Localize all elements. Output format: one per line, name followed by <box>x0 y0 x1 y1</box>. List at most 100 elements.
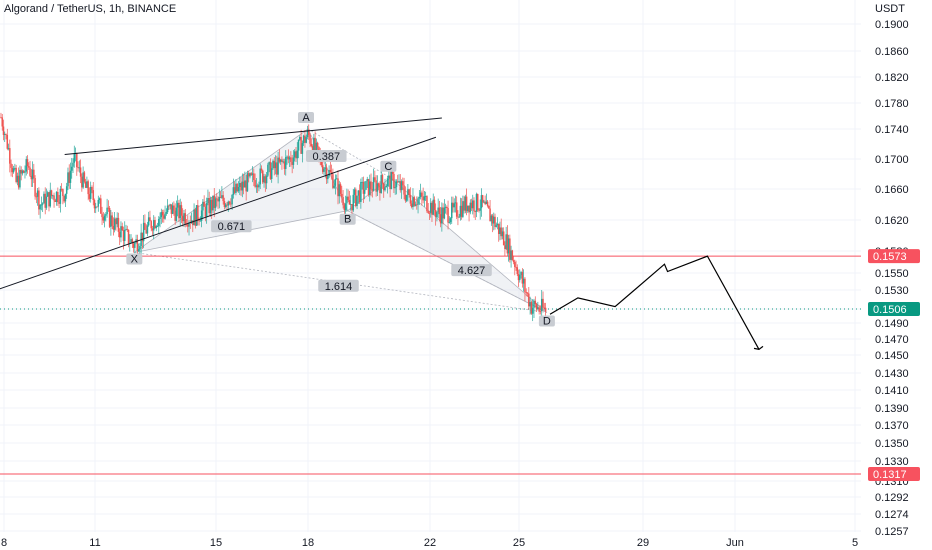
drawings[interactable] <box>0 117 764 351</box>
candle-body <box>412 197 414 208</box>
candle-down <box>389 171 391 198</box>
candle-up <box>255 178 258 193</box>
candle-down <box>355 187 357 208</box>
candle-body <box>285 157 287 169</box>
candle-body <box>235 183 237 193</box>
candle-down <box>102 212 105 224</box>
candle-body <box>502 231 505 246</box>
candle-up <box>89 181 92 203</box>
candle-body <box>443 207 446 219</box>
candle-body <box>453 203 455 208</box>
candle-down <box>170 204 173 219</box>
candle-down <box>87 179 89 201</box>
candle-body <box>538 307 540 311</box>
candle-up <box>388 170 390 188</box>
candle-down <box>81 173 83 192</box>
candle-up <box>39 204 41 219</box>
candle-down <box>84 178 87 189</box>
candle-down <box>452 196 454 213</box>
candle-down <box>57 187 59 206</box>
candle-body <box>509 238 511 260</box>
candle-up <box>417 196 419 214</box>
y-tick-label: 0.1330 <box>875 456 909 468</box>
candle-body <box>222 195 224 202</box>
projection-path[interactable] <box>549 255 760 350</box>
candle-body <box>105 214 107 216</box>
candle-body <box>514 261 516 267</box>
candle-body <box>25 159 27 172</box>
candle-body <box>254 180 256 187</box>
pattern-point-label-a: A <box>302 112 310 124</box>
candle-body <box>53 195 55 201</box>
candle-body <box>526 292 529 294</box>
candle-up <box>365 180 367 191</box>
axes[interactable]: USDT 0.1900 0.1860 0.1820 0.1780 0.1740 0.1700… <box>1 3 920 549</box>
candle-up <box>324 159 327 178</box>
candle-body <box>316 142 319 147</box>
candle-body <box>265 175 268 184</box>
y-tick-label: 0.1860 <box>875 46 909 58</box>
candle-up <box>78 160 81 173</box>
candle-body <box>521 272 524 284</box>
candle-down <box>17 167 20 190</box>
candle-body <box>531 307 534 314</box>
candle-up <box>218 189 221 209</box>
y-tick-label: 0.1292 <box>875 492 909 504</box>
candle-down <box>107 200 110 212</box>
y-tick-label: 0.1410 <box>875 385 909 397</box>
candle-down <box>332 168 334 190</box>
candle-up <box>395 179 398 195</box>
candle-down <box>203 195 205 207</box>
candle-up <box>171 202 174 215</box>
candle-up <box>288 155 291 167</box>
candle-body <box>444 206 447 208</box>
candle-body <box>213 195 215 208</box>
candle-down <box>465 188 468 216</box>
candle-up <box>14 163 16 171</box>
candle-down <box>486 199 489 208</box>
candle-down <box>470 198 473 212</box>
grid <box>0 0 861 532</box>
candle-body <box>78 167 81 169</box>
candle-down <box>163 209 165 223</box>
x-tick-label: Jun <box>726 537 744 549</box>
candle-body <box>398 181 400 183</box>
candle-down <box>491 213 494 233</box>
candle-body <box>469 202 472 213</box>
candle-body <box>231 194 233 205</box>
candle-up <box>386 175 389 194</box>
candle-down <box>447 200 449 230</box>
candle-up <box>52 194 54 200</box>
candle-body <box>212 195 214 211</box>
candle-up <box>227 200 230 212</box>
candle-body <box>304 135 306 143</box>
candle-body <box>103 215 106 221</box>
candle-body <box>278 157 281 162</box>
candle-body <box>156 225 159 227</box>
candle-body <box>87 181 89 195</box>
candle-up <box>221 186 223 199</box>
candle-up <box>372 168 375 192</box>
pattern-bd-dashed <box>347 210 548 313</box>
candle-body <box>170 204 173 214</box>
candle-body <box>366 179 368 182</box>
candle-body <box>495 225 498 227</box>
candle-up <box>366 176 368 188</box>
candle-body <box>447 208 449 223</box>
candle-body <box>414 204 417 206</box>
trendline-1[interactable] <box>64 117 442 155</box>
trendline-2[interactable] <box>0 136 437 304</box>
candle-body <box>159 217 161 220</box>
candle-body <box>142 222 145 242</box>
candle-body <box>424 196 427 197</box>
candle-body <box>183 213 185 222</box>
candle-up <box>36 188 39 206</box>
candle-down <box>377 182 380 191</box>
candle-up <box>70 158 73 179</box>
projection-arrowhead[interactable] <box>753 345 764 351</box>
candle-up <box>464 194 467 214</box>
candle-body <box>118 231 121 238</box>
candle-body <box>393 173 395 189</box>
pattern-point-label-x: X <box>131 253 139 265</box>
